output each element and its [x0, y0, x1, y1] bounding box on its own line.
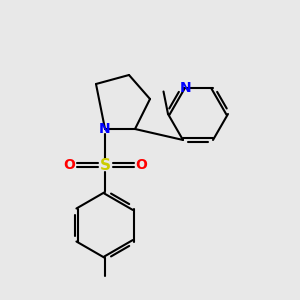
- Text: S: S: [100, 158, 110, 172]
- Text: O: O: [63, 158, 75, 172]
- Text: N: N: [99, 122, 111, 136]
- Text: O: O: [135, 158, 147, 172]
- Text: N: N: [180, 81, 191, 95]
